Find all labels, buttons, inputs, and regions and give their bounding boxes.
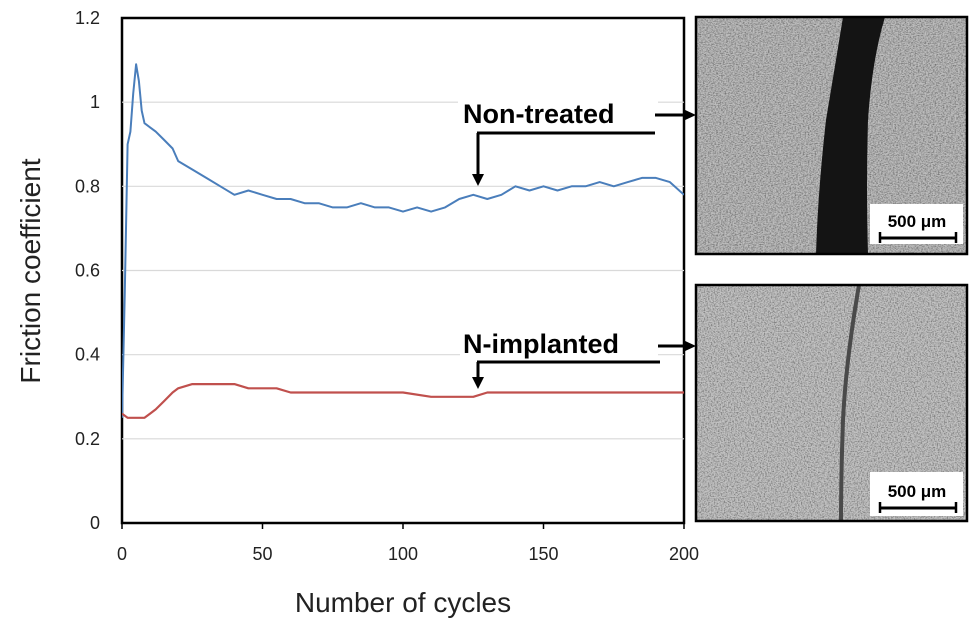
annotation-bg [460, 322, 658, 360]
series-layer [122, 63, 684, 419]
x-tick-label: 150 [528, 544, 558, 564]
annotation-non-treated: Non-treated [458, 91, 696, 186]
series-line-1 [122, 63, 684, 418]
micrograph-frame [694, 283, 969, 523]
y-axis-title: Friction coefficient [15, 158, 46, 383]
micrograph-n-implanted: 500 μm [694, 283, 969, 523]
series-line-2 [122, 383, 684, 419]
x-tick-label: 100 [388, 544, 418, 564]
x-tick-label: 50 [252, 544, 272, 564]
scale-bar-label: 500 μm [888, 212, 947, 231]
annotation-arrow-head [472, 377, 484, 389]
x-tick-label: 0 [117, 544, 127, 564]
x-axis-title: Number of cycles [295, 587, 511, 618]
annotation-n-implanted: N-implanted [460, 322, 696, 389]
annotation-label: Non-treated [463, 99, 615, 129]
callout-arrow-head [683, 340, 696, 352]
annotation-bg [458, 91, 658, 131]
y-tick-labels: 0 0.2 0.4 0.6 0.8 1 1.2 [75, 8, 100, 533]
y-tick-label: 1.2 [75, 8, 100, 28]
y-tick-label: 0.4 [75, 345, 100, 365]
x-tick-label: 200 [669, 544, 699, 564]
callout-arrow-head [683, 109, 696, 121]
micrograph-frame [694, 15, 969, 256]
y-tick-label: 1 [90, 92, 100, 112]
y-tick-label: 0 [90, 513, 100, 533]
micrograph-non-treated: 500 μm [694, 15, 969, 256]
scale-bar-label: 500 μm [888, 482, 947, 501]
x-tick-labels: 0 50 100 150 200 [117, 523, 699, 564]
wear-track-thin [839, 284, 861, 522]
y-tick-label: 0.8 [75, 176, 100, 196]
wear-track-wide [816, 17, 885, 254]
y-tick-label: 0.6 [75, 261, 100, 281]
y-tick-label: 0.2 [75, 429, 100, 449]
annotation-label: N-implanted [463, 329, 619, 359]
annotation-arrow-head [472, 174, 484, 186]
